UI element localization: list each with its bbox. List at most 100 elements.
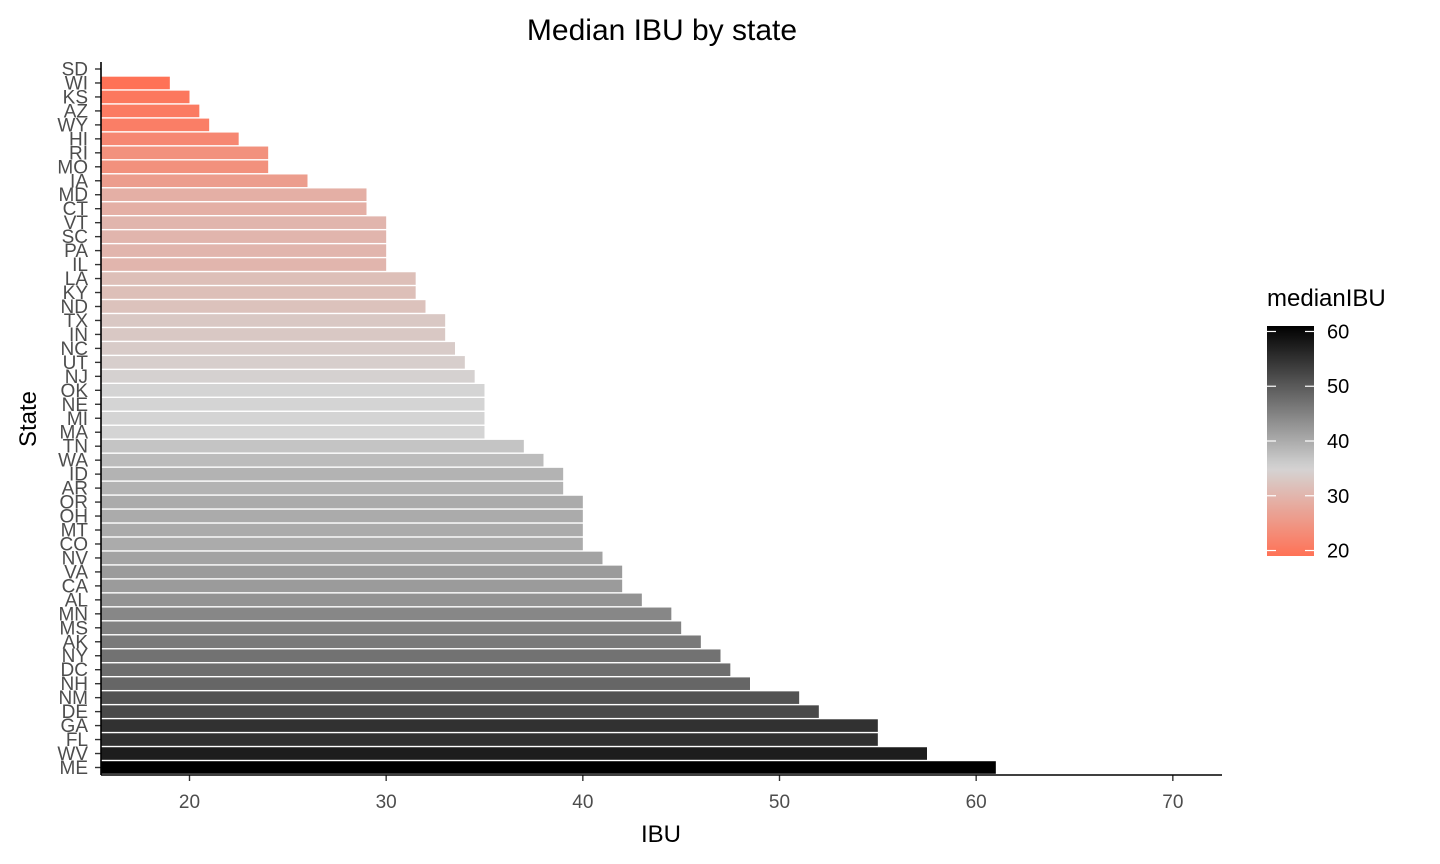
bar-wi bbox=[101, 76, 170, 90]
legend-tick-label: 60 bbox=[1327, 321, 1349, 343]
bar-hi bbox=[101, 132, 239, 146]
bar-ky bbox=[101, 286, 416, 299]
y-tick-label: SC bbox=[62, 227, 88, 248]
y-tick-label: UT bbox=[63, 353, 89, 374]
y-tick-label: ID bbox=[69, 465, 88, 486]
x-tick-label: 60 bbox=[966, 792, 987, 813]
bar-mn bbox=[101, 607, 672, 621]
x-tick-label: 50 bbox=[769, 792, 790, 813]
bar-de bbox=[101, 705, 819, 718]
bar-nj bbox=[101, 370, 475, 383]
x-tick-label: 40 bbox=[572, 792, 593, 813]
y-tick-label: MA bbox=[60, 423, 89, 444]
bar-dc bbox=[101, 663, 731, 676]
y-tick-label: WV bbox=[57, 744, 88, 765]
y-tick-label: DC bbox=[61, 660, 88, 681]
bar-al bbox=[101, 593, 642, 607]
y-tick-label: DE bbox=[62, 702, 88, 723]
y-tick-label: MT bbox=[61, 521, 89, 542]
bar-wa bbox=[101, 453, 544, 467]
y-tick-label: MI bbox=[67, 409, 88, 430]
bar-mt bbox=[101, 523, 583, 537]
bar-ut bbox=[101, 356, 465, 369]
y-tick-label: AK bbox=[63, 632, 89, 653]
bar-nh bbox=[101, 677, 750, 690]
bar-vt bbox=[101, 216, 387, 229]
y-tick-label: WA bbox=[58, 451, 88, 472]
y-tick-label: NY bbox=[62, 646, 89, 667]
bar-ct bbox=[101, 202, 367, 215]
y-tick-label: CA bbox=[62, 576, 89, 597]
y-tick-label: NE bbox=[62, 395, 88, 416]
y-tick-label: KS bbox=[63, 87, 88, 108]
y-tick-label: ME bbox=[60, 758, 89, 779]
bar-ca bbox=[101, 579, 623, 593]
x-tick-label: 20 bbox=[179, 792, 200, 813]
bar-ms bbox=[101, 621, 682, 635]
y-tick-label: VT bbox=[64, 213, 89, 234]
x-tick-label: 70 bbox=[1162, 792, 1183, 813]
y-tick-label: CT bbox=[63, 199, 89, 220]
bars-group bbox=[101, 76, 996, 774]
bar-wy bbox=[101, 118, 210, 132]
y-tick-label: NC bbox=[61, 339, 88, 360]
bar-la bbox=[101, 272, 416, 285]
y-tick-label: WY bbox=[57, 115, 88, 136]
y-tick-label: TX bbox=[64, 311, 89, 332]
legend-tick-label: 30 bbox=[1327, 486, 1349, 508]
bar-nv bbox=[101, 551, 603, 565]
y-tick-label: OR bbox=[60, 493, 89, 514]
bar-nm bbox=[101, 691, 800, 704]
legend-tick-label: 50 bbox=[1327, 376, 1349, 398]
y-axis-title: State bbox=[15, 391, 42, 447]
bar-ok bbox=[101, 384, 485, 397]
y-tick-label: OH bbox=[60, 507, 89, 528]
legend: medianIBU 20 30 40 50 60 bbox=[1267, 285, 1386, 563]
bar-fl bbox=[101, 733, 878, 746]
bar-co bbox=[101, 537, 583, 551]
legend-tick-label: 20 bbox=[1327, 541, 1349, 563]
bar-ne bbox=[101, 397, 485, 411]
y-tick-label: MN bbox=[58, 604, 88, 625]
bar-in bbox=[101, 328, 446, 341]
bar-me bbox=[101, 761, 996, 774]
bar-ar bbox=[101, 481, 564, 495]
bar-ma bbox=[101, 425, 485, 439]
bar-nc bbox=[101, 342, 455, 355]
y-tick-label: NH bbox=[61, 674, 88, 695]
y-tick-label: IL bbox=[72, 255, 88, 276]
bar-or bbox=[101, 495, 583, 509]
y-tick-label: MO bbox=[57, 157, 88, 178]
y-tick-label: KY bbox=[63, 283, 89, 304]
y-tick-label: FL bbox=[66, 730, 88, 751]
y-tick-label: NV bbox=[62, 548, 89, 569]
y-tick-label: AL bbox=[65, 590, 88, 611]
y-tick-label: OK bbox=[61, 381, 89, 402]
y-tick-label: NM bbox=[58, 688, 88, 709]
bar-mi bbox=[101, 411, 485, 425]
y-tick-label: MD bbox=[58, 185, 88, 206]
legend-ticks-group: 20 30 40 50 60 bbox=[1267, 321, 1349, 563]
bar-az bbox=[101, 104, 200, 118]
bar-wv bbox=[101, 747, 927, 760]
bar-tn bbox=[101, 439, 524, 453]
bar-sc bbox=[101, 230, 387, 243]
y-tick-label: PA bbox=[64, 241, 88, 262]
legend-tick-label: 40 bbox=[1327, 431, 1349, 453]
y-tick-label: GA bbox=[61, 716, 89, 737]
y-tick-label: ND bbox=[61, 297, 88, 318]
x-axis-title: IBU bbox=[641, 821, 681, 848]
bar-tx bbox=[101, 314, 446, 327]
bar-md bbox=[101, 188, 367, 202]
y-tick-label: TN bbox=[63, 437, 88, 458]
bar-pa bbox=[101, 244, 387, 257]
y-tick-label: HI bbox=[69, 129, 88, 150]
y-tick-label: SD bbox=[62, 60, 88, 81]
bar-nd bbox=[101, 300, 426, 313]
y-ticks-group: SDWIKSAZWYHIRIMOIAMDCTVTSCPAILLAKYNDTXIN… bbox=[57, 60, 101, 779]
bar-oh bbox=[101, 509, 583, 523]
x-ticks-group: 20 30 40 50 60 70 bbox=[179, 775, 1183, 813]
bar-ri bbox=[101, 146, 269, 160]
y-tick-label: IN bbox=[69, 325, 88, 346]
